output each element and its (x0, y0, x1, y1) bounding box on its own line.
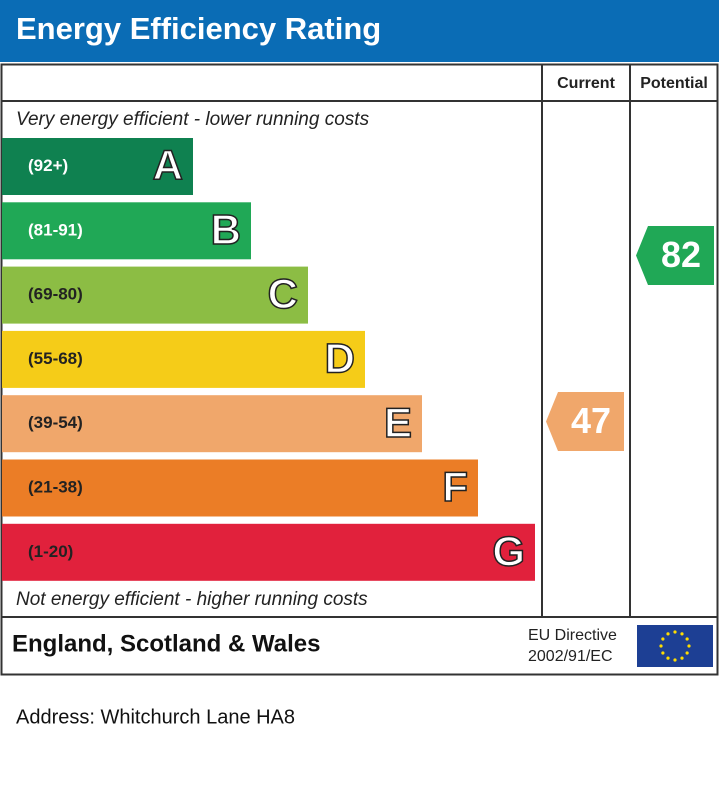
rating-value: 82 (661, 234, 701, 275)
flag-star (661, 651, 665, 655)
rating-value: 47 (571, 400, 611, 441)
band-letter: D (325, 334, 355, 381)
top-note: Very energy efficient - lower running co… (16, 109, 370, 130)
address: Address: Whitchurch Lane HA8 (16, 706, 295, 728)
band-letter: E (384, 399, 412, 446)
flag-star (685, 651, 689, 655)
flag-star (680, 656, 684, 660)
band-range: (21-38) (28, 477, 83, 496)
flag-star (661, 637, 665, 641)
title: Energy Efficiency Rating (16, 11, 381, 46)
directive: EU Directive (528, 627, 617, 644)
band-range: (39-54) (28, 413, 83, 432)
bottom-note: Not energy efficient - higher running co… (16, 589, 368, 610)
band-bar (2, 266, 308, 324)
flag-star (673, 630, 677, 634)
band-letter: C (268, 270, 298, 317)
band-bar (2, 523, 535, 581)
flag-star (680, 632, 684, 636)
flag-star (685, 637, 689, 641)
band-bar (2, 138, 193, 195)
band-letter: G (492, 527, 525, 574)
flag-star (666, 656, 670, 660)
band-bar (2, 395, 422, 453)
rating-arrow (546, 392, 624, 451)
band-range: (92+) (28, 156, 68, 175)
band-range: (81-91) (28, 220, 83, 239)
column-header: Current (557, 75, 615, 92)
flag-star (687, 644, 691, 648)
flag-star (666, 632, 670, 636)
band-range: (55-68) (28, 349, 83, 368)
band-bar (2, 202, 251, 260)
frame (0, 63, 719, 676)
rating-arrow (636, 226, 714, 285)
band-letter: F (442, 463, 468, 510)
region: England, Scotland & Wales (12, 630, 320, 657)
directive: 2002/91/EC (528, 648, 613, 665)
band-letter: B (211, 206, 241, 253)
header-bar (0, 0, 719, 62)
flag-star (673, 658, 677, 662)
band-bar (2, 459, 478, 517)
flag-star (659, 644, 663, 648)
band-range: (69-80) (28, 285, 83, 304)
column-header: Potential (640, 75, 708, 92)
band-range: (1-20) (28, 542, 73, 561)
band-letter: A (153, 142, 183, 189)
band-bar (2, 330, 365, 388)
